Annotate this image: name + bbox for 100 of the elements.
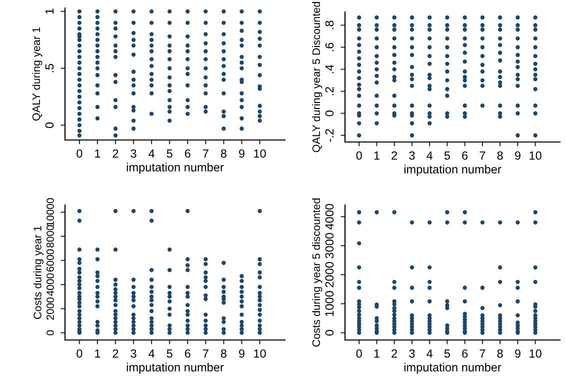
y-tick-label: .5	[45, 64, 54, 72]
point	[357, 15, 362, 20]
point	[533, 28, 538, 32]
point	[240, 104, 244, 110]
x-tick-label: 0	[356, 349, 362, 358]
x-tick-label: 2	[112, 149, 118, 158]
point	[113, 80, 118, 84]
point	[131, 316, 136, 320]
point	[445, 114, 450, 119]
point	[131, 126, 136, 131]
point	[258, 327, 262, 332]
point	[533, 36, 538, 41]
point	[186, 66, 190, 70]
point	[77, 123, 82, 128]
point	[95, 304, 100, 308]
point	[113, 302, 118, 308]
x-tick-label: 3	[409, 151, 415, 160]
x-tick-label: 1	[374, 151, 380, 160]
point	[113, 330, 118, 335]
x-tick-label: 1	[95, 149, 100, 158]
point	[374, 23, 379, 28]
point	[258, 298, 262, 302]
point	[186, 302, 190, 308]
point	[95, 9, 100, 14]
point	[77, 49, 82, 54]
point	[168, 284, 172, 290]
point	[95, 278, 100, 284]
point	[428, 121, 432, 126]
point	[516, 36, 520, 41]
y-tick-label: 10000	[46, 198, 54, 226]
point	[428, 330, 432, 335]
point	[480, 69, 485, 74]
point	[168, 306, 172, 311]
x-tick-label: 4	[426, 349, 433, 358]
point	[186, 327, 190, 332]
point	[95, 49, 100, 54]
point	[516, 280, 520, 284]
point	[222, 78, 226, 82]
point	[392, 15, 396, 20]
point	[357, 76, 362, 80]
point	[186, 112, 190, 116]
point	[240, 126, 244, 131]
point	[480, 306, 485, 310]
point	[533, 54, 538, 58]
point	[168, 299, 172, 304]
x-tick-label: 5	[444, 349, 450, 358]
point	[131, 312, 136, 317]
point	[77, 133, 82, 138]
point	[222, 32, 226, 36]
point	[168, 268, 172, 272]
x-tick-label: 10	[530, 151, 542, 160]
point	[113, 26, 118, 31]
point	[392, 94, 396, 98]
point	[258, 104, 262, 108]
point	[480, 15, 485, 20]
point	[222, 91, 226, 96]
point	[410, 104, 414, 108]
point	[480, 220, 485, 225]
point	[204, 57, 208, 62]
point	[204, 109, 208, 114]
y-axis-title: Costs during year 1	[33, 226, 44, 319]
point	[392, 280, 396, 284]
point	[186, 43, 190, 48]
point	[445, 45, 450, 50]
x-tick-label: 9	[238, 149, 244, 158]
point	[95, 248, 100, 252]
point	[357, 28, 362, 32]
x-tick-label: 8	[220, 349, 226, 358]
point	[533, 111, 538, 116]
point	[222, 20, 226, 25]
point	[462, 104, 467, 108]
point	[357, 104, 362, 108]
point	[131, 70, 136, 74]
point	[462, 28, 467, 32]
x-tick-label: 7	[202, 149, 208, 158]
point	[222, 109, 226, 114]
point	[113, 278, 118, 282]
point	[95, 20, 100, 25]
point	[480, 28, 485, 32]
point	[204, 323, 208, 328]
point	[392, 78, 396, 82]
point	[533, 104, 538, 108]
point	[498, 50, 502, 55]
point	[77, 78, 82, 82]
x-tick-label: 5	[444, 151, 450, 160]
point	[204, 262, 208, 266]
point	[357, 23, 362, 28]
x-tick-label: 0	[76, 349, 82, 358]
y-tick-label: 0	[46, 330, 54, 336]
point	[462, 286, 467, 290]
point	[95, 26, 100, 31]
point	[498, 114, 502, 119]
point	[168, 83, 172, 88]
point	[149, 330, 154, 335]
point	[516, 52, 520, 58]
point	[445, 15, 450, 20]
point	[410, 23, 414, 28]
point	[186, 323, 190, 328]
point	[480, 330, 485, 335]
point	[131, 108, 136, 112]
